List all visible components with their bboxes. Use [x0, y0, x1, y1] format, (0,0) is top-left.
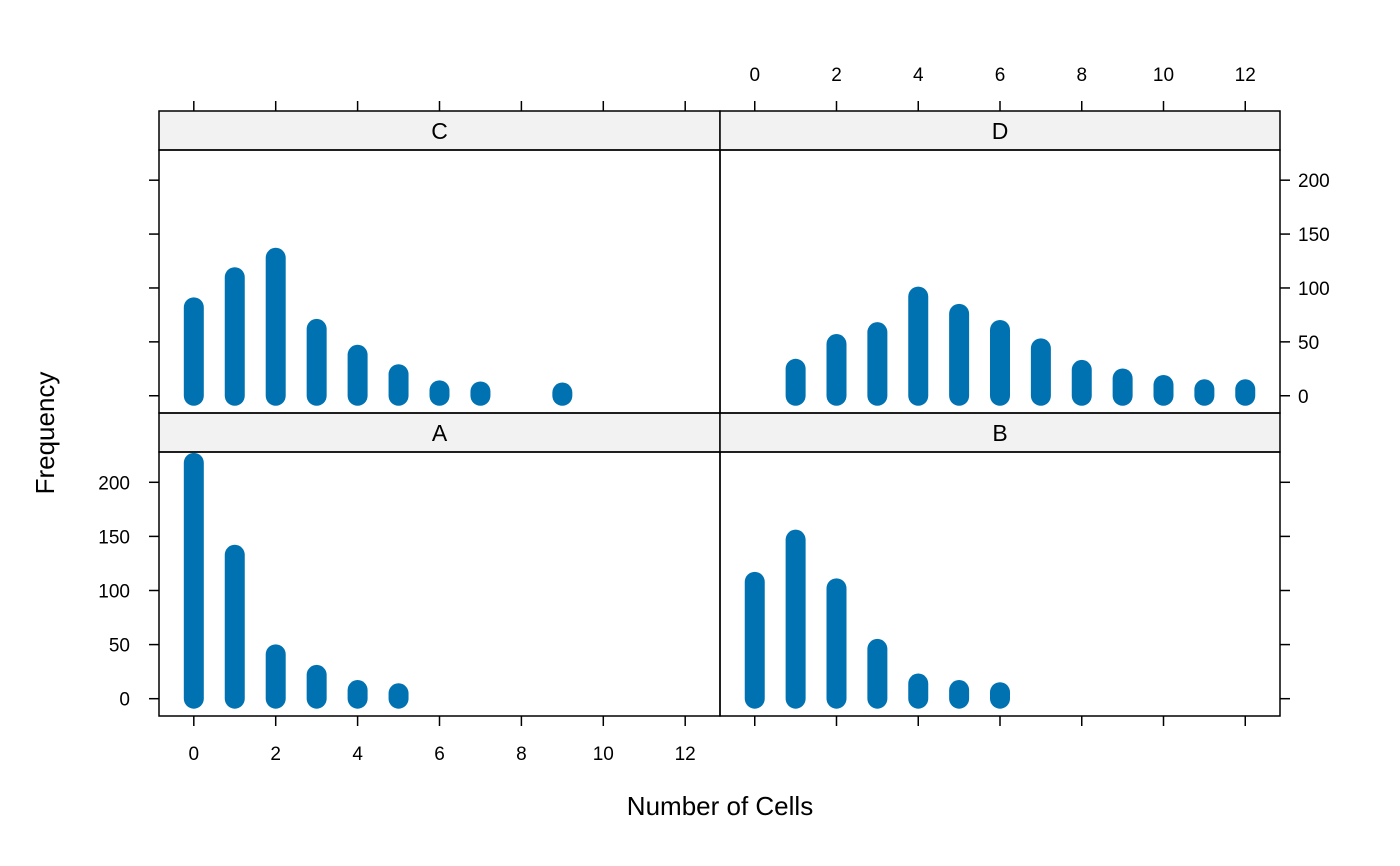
x-tick-label-top-0: 0	[749, 65, 760, 86]
y-tick-label-right-200: 200	[1298, 171, 1330, 192]
panel-b: B	[719, 412, 1281, 717]
x-tick-label-top-4: 4	[913, 65, 924, 86]
y-tick-label-right-150: 150	[1298, 225, 1330, 246]
x-tick-label-bottom-6: 6	[434, 744, 445, 765]
panel-a: A	[158, 412, 721, 717]
y-axis-title: Frequency	[30, 372, 60, 495]
x-tick-label-top-8: 8	[1076, 65, 1087, 86]
plot-box-d	[719, 149, 1281, 414]
x-tick-label-top-10: 10	[1153, 65, 1174, 86]
x-tick-label-bottom-2: 2	[270, 744, 281, 765]
strip-a	[158, 412, 721, 453]
panels-layer: A B C D	[158, 110, 1281, 717]
strip-c	[158, 110, 721, 151]
y-tick-label-left-100: 100	[98, 581, 130, 602]
y-tick-label-right-0: 0	[1298, 387, 1309, 408]
x-tick-label-bottom-10: 10	[593, 744, 614, 765]
x-tick-label-top-12: 12	[1235, 65, 1256, 86]
y-tick-label-left-50: 50	[109, 636, 130, 657]
panel-c: C	[158, 110, 721, 414]
strip-label-b: B	[992, 420, 1007, 446]
panel-d: D	[719, 110, 1281, 414]
y-tick-label-right-100: 100	[1298, 279, 1330, 300]
y-tick-label-right-50: 50	[1298, 333, 1319, 354]
x-tick-label-top-2: 2	[831, 65, 842, 86]
x-tick-label-top-6: 6	[995, 65, 1006, 86]
y-tick-label-left-0: 0	[119, 690, 130, 711]
x-tick-label-bottom-0: 0	[189, 744, 200, 765]
strip-label-a: A	[432, 420, 448, 446]
strip-b	[719, 412, 1281, 453]
y-tick-label-left-200: 200	[98, 473, 130, 494]
strip-label-d: D	[992, 118, 1009, 144]
y-tick-label-left-150: 150	[98, 527, 130, 548]
x-tick-label-bottom-8: 8	[516, 744, 527, 765]
x-axis-title: Number of Cells	[627, 791, 813, 821]
axes-layer: 0 0 2 2 4 4 6 6 8 8 10 10 12 12 0 0 50 50 100 100 150 150 200 2…	[98, 65, 1329, 765]
x-tick-label-bottom-4: 4	[352, 744, 363, 765]
x-tick-label-bottom-12: 12	[675, 744, 696, 765]
strip-label-c: C	[431, 118, 448, 144]
strip-d	[719, 110, 1281, 151]
